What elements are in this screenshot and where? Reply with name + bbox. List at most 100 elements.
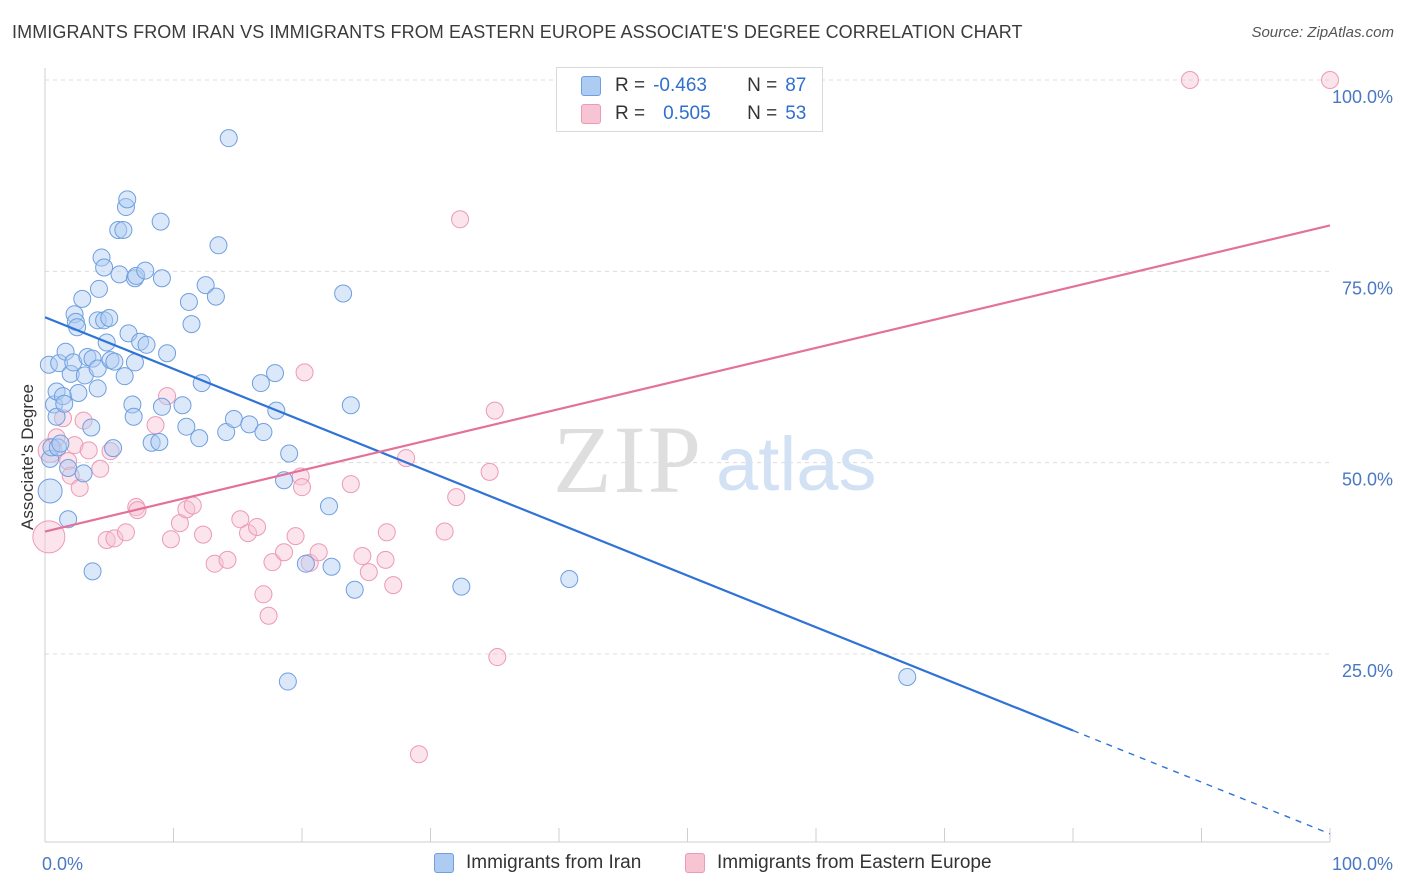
point-iran <box>73 289 92 308</box>
point-iran <box>74 464 93 483</box>
trend-lines <box>44 224 1331 835</box>
point-iran <box>136 261 155 280</box>
point-eastern-europe <box>105 529 124 548</box>
point-iran <box>51 434 70 453</box>
point-eastern-europe <box>248 517 267 536</box>
y-tick-label: 100.0% <box>1332 87 1393 107</box>
point-eastern-europe <box>409 745 428 764</box>
x-tick-label: 100.0% <box>1332 854 1393 874</box>
point-eastern-europe <box>451 210 470 229</box>
point-eastern-europe <box>79 441 98 460</box>
trend-line-iran-extrapolated <box>1072 729 1331 835</box>
point-eastern-europe <box>70 478 89 497</box>
point-iran <box>55 394 74 413</box>
point-eastern-europe <box>74 411 93 430</box>
point-eastern-europe <box>158 387 177 406</box>
point-eastern-europe <box>183 496 202 515</box>
point-eastern-europe <box>295 363 314 382</box>
y-tick-label: 25.0% <box>1342 661 1393 681</box>
trend-line-eastern-europe <box>44 224 1331 533</box>
point-iran <box>89 279 108 298</box>
point-iran <box>251 374 270 393</box>
point-iran <box>219 129 238 148</box>
legend-item-iran: Immigrants from Iran <box>434 852 641 874</box>
legend-n-label: N = <box>747 75 778 96</box>
point-iran <box>341 396 360 415</box>
point-eastern-europe <box>239 524 258 543</box>
point-iran <box>59 510 78 529</box>
point-iran <box>179 292 198 311</box>
point-iran <box>151 212 170 231</box>
point-iran <box>224 410 243 429</box>
point-iran <box>898 667 917 686</box>
trend-line-iran <box>44 316 1074 732</box>
point-iran <box>322 557 341 576</box>
point-iran <box>124 407 143 426</box>
y-tick-label: 50.0% <box>1342 470 1393 490</box>
point-iran <box>42 438 61 457</box>
point-iran <box>127 266 146 285</box>
point-eastern-europe <box>116 523 135 542</box>
point-iran <box>61 364 80 383</box>
point-eastern-europe <box>435 522 454 541</box>
point-eastern-europe <box>32 520 66 554</box>
point-iran <box>182 315 201 334</box>
chart-title: IMMIGRANTS FROM IRAN VS IMMIGRANTS FROM … <box>12 22 1023 42</box>
point-iran <box>206 287 225 306</box>
y-axis-label: Associate's Degree <box>18 384 37 530</box>
point-eastern-europe <box>218 550 237 569</box>
point-eastern-europe <box>59 452 78 471</box>
point-eastern-europe <box>447 488 466 507</box>
point-iran <box>150 433 169 452</box>
point-eastern-europe <box>286 527 305 546</box>
point-iran <box>95 258 114 277</box>
point-iran <box>109 221 128 240</box>
point-iran <box>83 349 102 368</box>
point-eastern-europe <box>275 543 294 562</box>
legend-n-value: 87 <box>785 75 807 96</box>
point-eastern-europe <box>309 543 328 562</box>
legend-swatch-iran <box>434 853 454 873</box>
grid-lines <box>45 79 1330 655</box>
watermark-atlas: atlas <box>716 422 877 507</box>
point-eastern-europe <box>1180 71 1199 89</box>
legend-swatch-eastern-europe <box>581 104 601 124</box>
axes <box>44 68 1331 843</box>
point-iran <box>37 478 63 504</box>
point-eastern-europe <box>146 416 165 435</box>
series-eastern-europe-points <box>32 71 1339 764</box>
legend-label-eastern-europe: Immigrants from Eastern Europe <box>717 852 992 873</box>
point-iran <box>319 497 338 516</box>
point-iran <box>196 276 215 295</box>
source-note: Source: ZipAtlas.com <box>1251 24 1394 41</box>
point-eastern-europe <box>353 547 372 566</box>
point-iran <box>296 554 315 573</box>
point-eastern-europe <box>341 475 360 494</box>
point-iran <box>173 396 192 415</box>
legend-r-value: 0.505 <box>663 103 711 124</box>
point-eastern-europe <box>161 530 180 549</box>
point-iran <box>118 190 137 209</box>
point-iran <box>50 354 69 373</box>
watermark-zip: ZIP <box>553 406 703 513</box>
point-iran <box>190 429 209 448</box>
point-eastern-europe <box>194 525 213 544</box>
point-iran <box>334 284 353 303</box>
legend-swatch-eastern-europe <box>685 853 705 873</box>
point-iran <box>278 672 297 691</box>
point-iran <box>254 423 273 442</box>
point-iran <box>115 367 134 386</box>
point-iran <box>280 444 299 463</box>
point-eastern-europe <box>231 510 250 529</box>
point-eastern-europe <box>293 478 311 497</box>
legend-r-value: -0.463 <box>653 75 707 96</box>
point-eastern-europe <box>377 523 396 542</box>
legend-r-label: R = <box>615 75 646 96</box>
legend-row-eastern-europe: R = 0.505 N = 53 <box>581 101 806 127</box>
point-iran <box>345 580 364 599</box>
point-eastern-europe <box>485 401 504 420</box>
point-iran <box>209 236 228 255</box>
watermark: ZIP atlas <box>553 406 877 513</box>
legend-n-label: N = <box>747 103 778 124</box>
